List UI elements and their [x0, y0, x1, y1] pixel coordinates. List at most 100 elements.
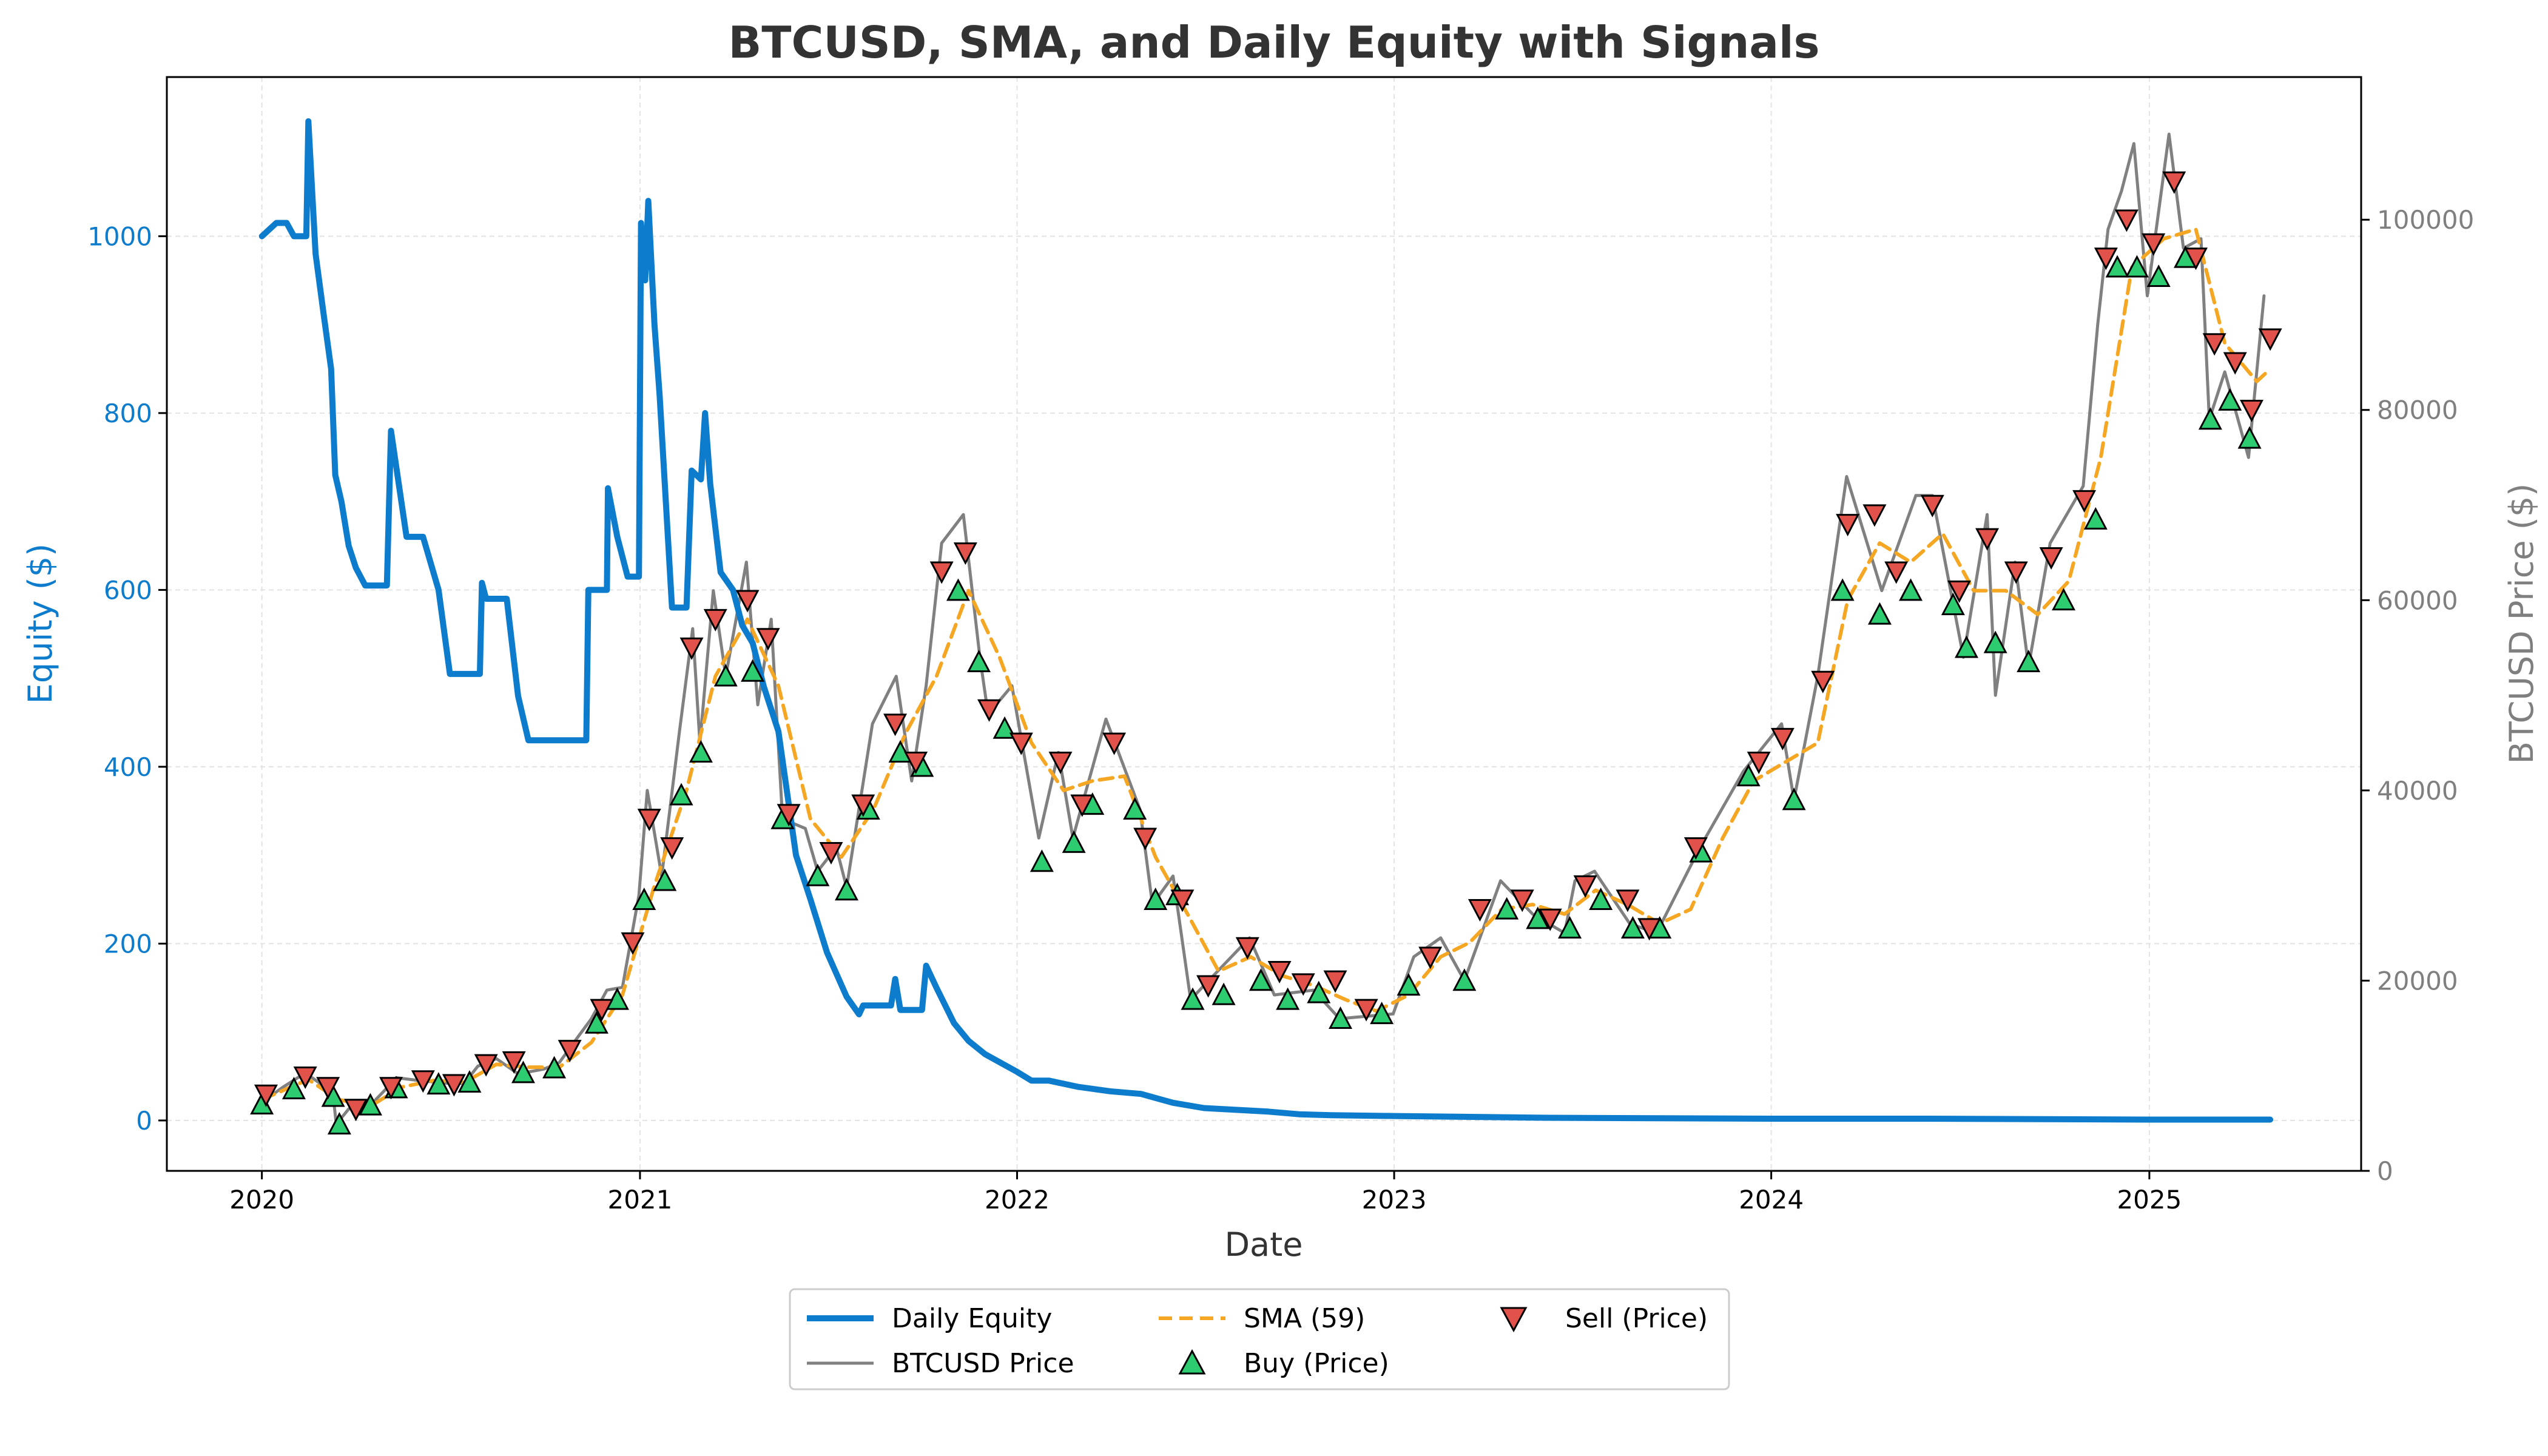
buy-marker: [426, 1072, 451, 1095]
buy-marker: [2198, 407, 2222, 430]
buy-marker: [1329, 1006, 1353, 1029]
sell-marker: [1323, 970, 1347, 993]
sell-marker: [474, 1054, 498, 1077]
left-tick-label: 600: [104, 575, 152, 605]
legend-box: [789, 1288, 1730, 1390]
sell-marker: [1070, 794, 1094, 817]
buy-marker: [2237, 426, 2262, 449]
right-tick-label: 60000: [2377, 585, 2458, 615]
sell-marker: [777, 804, 801, 827]
x-axis-label: Date: [1224, 1225, 1303, 1264]
buy-marker: [542, 1056, 567, 1079]
sell-marker: [1770, 727, 1795, 750]
sell-marker: [2258, 328, 2282, 351]
sell-marker: [1573, 875, 1597, 898]
buy-marker: [1370, 1002, 1394, 1025]
buy-marker: [669, 783, 693, 806]
sell-marker: [883, 713, 908, 736]
buy-marker: [1983, 630, 2007, 653]
sell-marker: [1947, 580, 1972, 603]
sell-marker: [2142, 233, 2166, 256]
sell-marker: [660, 837, 684, 860]
legend-label-equity: Daily Equity: [892, 1303, 1052, 1334]
sell-marker: [1510, 889, 1534, 912]
buy-marker: [1276, 987, 1300, 1010]
buy-marker: [2218, 388, 2242, 411]
sell-marker: [1418, 946, 1443, 969]
sell-marker: [502, 1051, 526, 1074]
right-tick-label: 0: [2377, 1156, 2393, 1186]
x-tick-label: 2025: [2117, 1185, 2182, 1215]
sell-marker: [1235, 937, 1259, 960]
sell-marker: [1684, 837, 1708, 860]
sell-marker: [2094, 248, 2118, 271]
buy-marker: [967, 649, 991, 673]
sell-marker: [904, 752, 928, 775]
legend-label-sma: SMA (59): [1244, 1303, 1365, 1334]
x-tick-label: 2023: [1362, 1185, 1427, 1215]
sell-marker: [679, 637, 704, 660]
buy-marker: [1830, 578, 1855, 601]
legend-label-buy: Buy (Price): [1244, 1348, 1389, 1379]
sell-marker: [1048, 752, 1073, 775]
equity-line: [258, 118, 2274, 1123]
sell-marker: [2184, 248, 2208, 271]
buy-marker: [946, 578, 970, 601]
buy-marker: [1144, 887, 1168, 910]
sell-marker: [1170, 889, 1195, 912]
sell-marker: [2240, 399, 2263, 422]
buy-marker: [1899, 578, 1923, 601]
sell-marker: [1102, 732, 1127, 755]
sell-marker: [621, 932, 645, 955]
sell-marker: [442, 1074, 466, 1097]
buy-marker: [632, 887, 656, 910]
x-tick-label: 2020: [229, 1185, 294, 1215]
right-tick-label: 20000: [2377, 966, 2458, 996]
buy-marker: [713, 664, 738, 687]
sell-marker: [1811, 670, 1835, 693]
sell-marker: [1196, 975, 1221, 998]
left-tick-label: 200: [104, 929, 152, 959]
legend-label-price: BTCUSD Price: [892, 1348, 1074, 1379]
sell-marker: [1862, 504, 1887, 527]
buy-marker: [689, 740, 713, 763]
buy-marker: [2083, 507, 2108, 530]
sell-marker: [851, 794, 875, 817]
buy-marker: [1062, 830, 1086, 853]
plot-frame: [166, 76, 2362, 1172]
sell-marker: [1538, 908, 1562, 931]
sell-marker: [2114, 209, 2138, 232]
left-tick-label: 800: [104, 399, 152, 428]
legend-swatch-sell: [1500, 1307, 1528, 1333]
buy-marker: [281, 1076, 306, 1099]
sell-marker: [1354, 999, 1378, 1022]
sell-marker: [379, 1077, 403, 1100]
sell-marker: [254, 1084, 278, 1107]
buy-marker: [1954, 635, 1978, 658]
sell-marker: [1836, 514, 1860, 537]
buy-marker: [2052, 588, 2076, 611]
right-tick-label: 80000: [2377, 396, 2458, 425]
sell-marker: [735, 590, 760, 613]
buy-marker: [2105, 255, 2129, 278]
buy-marker: [1526, 906, 1550, 929]
sell-marker: [703, 608, 727, 632]
sell-marker: [929, 561, 954, 584]
sell-marker: [2039, 547, 2063, 570]
left-axis-ticks: 0 200 400 600 800 1000: [87, 221, 167, 1136]
sell-marker: [1291, 973, 1315, 996]
series-layer: [258, 118, 2274, 1126]
right-tick-label: 100000: [2377, 205, 2474, 235]
left-tick-label: 0: [136, 1106, 152, 1136]
buy-marker: [1495, 897, 1519, 920]
buy-marker: [1181, 987, 1205, 1010]
buy-marker: [584, 1011, 608, 1034]
chart-title: BTCUSD, SMA, and Daily Equity with Signa…: [729, 17, 1820, 68]
sell-marker: [637, 809, 661, 832]
buy-marker: [1589, 887, 1613, 910]
sell-marker: [1616, 889, 1640, 912]
right-axis-label: BTCUSD Price ($): [2502, 484, 2541, 764]
sell-marker: [2202, 333, 2226, 356]
buy-marker: [1030, 849, 1054, 872]
left-tick-label: 400: [104, 752, 152, 782]
